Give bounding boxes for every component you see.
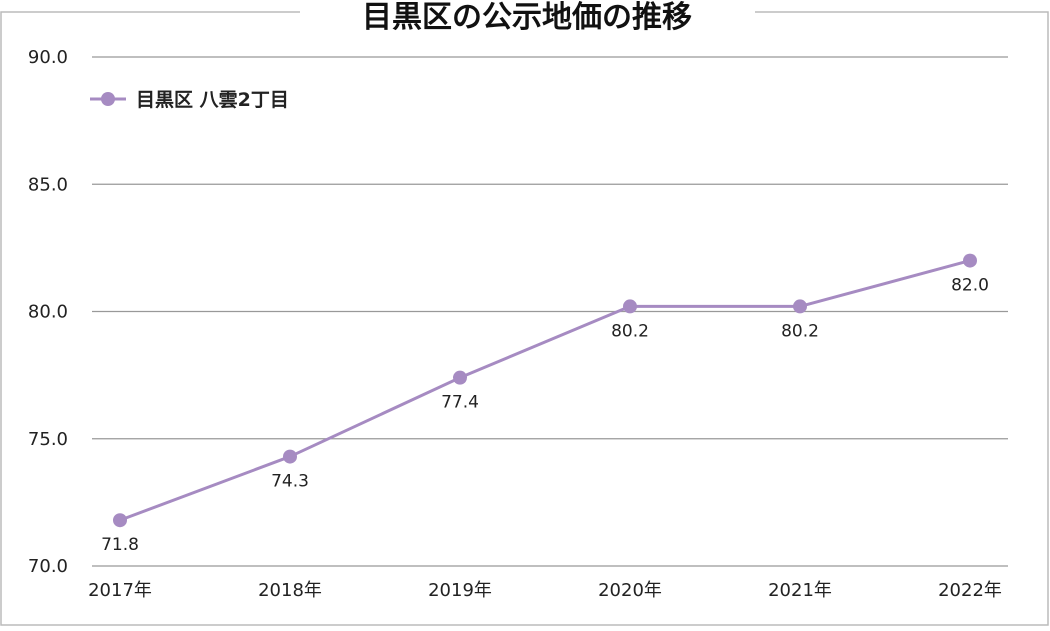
x-tick-label: 2019年 <box>428 580 492 601</box>
x-tick-label: 2021年 <box>768 580 832 601</box>
title-backdrop <box>300 0 755 30</box>
legend-marker-swatch <box>101 92 115 106</box>
x-axis-ticks: 2017年 2018年 2019年 2020年 2021年 2022年 <box>88 580 1002 601</box>
data-labels: 71.8 74.3 77.4 80.2 80.2 82.0 <box>101 276 989 556</box>
y-tick-label: 70.0 <box>28 556 68 577</box>
chart-title: 目黒区の公示地価の推移 <box>362 0 692 35</box>
y-tick-label: 85.0 <box>28 174 68 195</box>
grid-lines <box>92 56 1008 567</box>
legend: 目黒区 八雲2丁目 <box>90 89 289 111</box>
x-tick-label: 2018年 <box>258 580 322 601</box>
data-label: 77.4 <box>441 393 479 413</box>
data-point <box>623 299 637 314</box>
data-point <box>793 299 807 314</box>
y-tick-label: 75.0 <box>28 429 68 450</box>
y-axis-ticks: 70.0 75.0 80.0 85.0 90.0 <box>28 47 68 577</box>
data-label: 80.2 <box>611 321 649 341</box>
data-label: 71.8 <box>101 535 139 555</box>
data-point <box>453 370 467 385</box>
data-label: 74.3 <box>271 472 309 492</box>
series-layer <box>113 253 977 528</box>
data-point <box>283 449 297 464</box>
y-tick-label: 80.0 <box>28 302 68 323</box>
data-point <box>113 513 127 528</box>
data-label: 80.2 <box>781 321 819 341</box>
y-tick-label: 90.0 <box>28 47 68 68</box>
data-point <box>963 253 977 268</box>
series-line <box>119 259 971 522</box>
legend-label: 目黒区 八雲2丁目 <box>136 89 289 111</box>
x-tick-label: 2022年 <box>938 580 1002 601</box>
x-tick-label: 2017年 <box>88 580 152 601</box>
x-tick-label: 2020年 <box>598 580 662 601</box>
data-label: 82.0 <box>951 276 989 296</box>
